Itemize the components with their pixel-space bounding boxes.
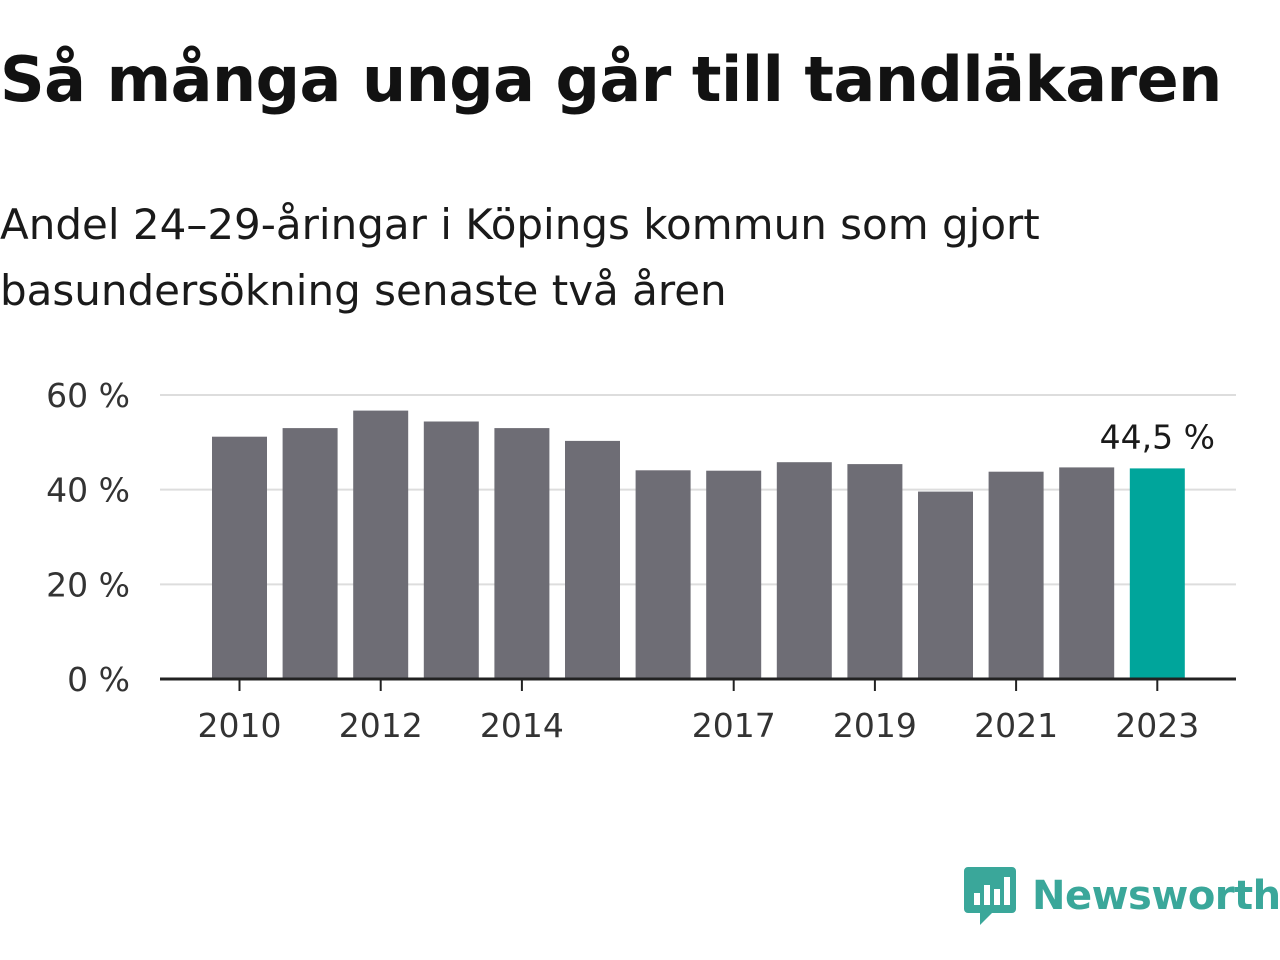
x-tick-label: 2023	[1115, 706, 1199, 745]
bar	[282, 428, 338, 679]
x-tick-label: 2014	[480, 706, 564, 745]
chart-title: Så många unga går till tandläkaren	[0, 43, 1222, 116]
brand-name: Newsworthy	[1032, 873, 1280, 919]
bar	[353, 410, 409, 679]
bar	[423, 421, 479, 679]
bar-chart-speech-bubble-icon	[964, 867, 1016, 925]
y-tick-label: 40 %	[46, 471, 130, 510]
bar	[988, 471, 1044, 679]
gridlines	[160, 394, 1236, 586]
bar	[1059, 467, 1115, 679]
y-tick-label: 0 %	[67, 660, 130, 699]
y-tick-label: 20 %	[46, 565, 130, 604]
x-tick-label: 2012	[339, 706, 423, 745]
x-tick-label: 2021	[974, 706, 1058, 745]
bar	[565, 440, 620, 679]
bar	[776, 462, 832, 679]
y-tick-label: 60 %	[46, 376, 130, 415]
bar	[494, 428, 550, 679]
bar	[1129, 468, 1185, 679]
x-tick-label: 2019	[833, 706, 917, 745]
bars	[212, 410, 1185, 679]
labels: 0 % 20 % 40 % 60 % 2010 2012 2014 2017 2019 2021 2…	[46, 376, 1215, 745]
axes	[160, 677, 1236, 691]
x-tick-label: 2010	[198, 706, 282, 745]
chart-subtitle: Andel 24–29-åringar i Köpings kommun som…	[0, 200, 1040, 315]
newsworthy-logo: Newsworthy	[964, 864, 1280, 928]
bar	[918, 491, 973, 679]
bar	[847, 464, 903, 679]
bar	[706, 470, 762, 679]
data-label: 44,5 %	[1100, 417, 1215, 456]
bar	[635, 470, 691, 679]
bar	[212, 436, 267, 679]
x-tick-label: 2017	[692, 706, 776, 745]
